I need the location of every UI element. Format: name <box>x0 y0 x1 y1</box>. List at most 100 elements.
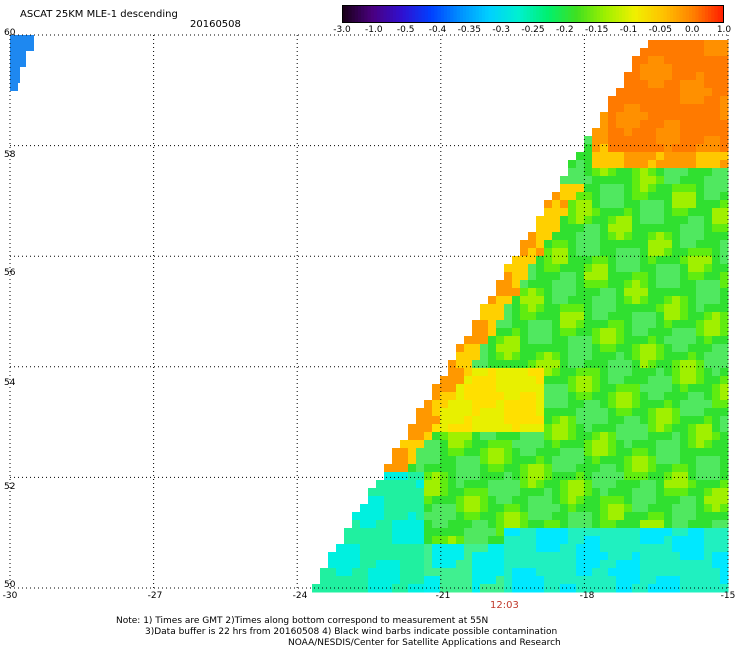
swath-cell <box>704 464 713 473</box>
swath-cell <box>488 360 497 369</box>
swath-cell <box>592 248 601 257</box>
swath-cell <box>640 128 649 137</box>
swath-cell <box>568 280 577 289</box>
swath-cell <box>552 480 561 489</box>
swath-cell <box>576 320 585 329</box>
swath-cell <box>696 144 705 153</box>
swath-cell <box>704 448 713 457</box>
swath-cell <box>480 408 489 417</box>
swath-cell <box>664 152 673 161</box>
swath-cell <box>680 200 689 209</box>
swath-cell <box>544 472 553 481</box>
swath-cell <box>616 528 625 537</box>
swath-cell <box>592 224 601 233</box>
swath-cell <box>528 328 537 337</box>
swath-cell <box>496 480 505 489</box>
swath-cell <box>408 424 417 433</box>
swath-cell <box>688 520 697 529</box>
swath-cell <box>704 504 713 513</box>
swath-cell <box>600 288 609 297</box>
swath-cell <box>488 392 497 401</box>
colorbar-segment <box>555 5 560 23</box>
swath-cell <box>664 488 673 497</box>
swath-cell <box>520 448 529 457</box>
swath-cell <box>680 80 689 89</box>
swath-cell <box>616 88 625 97</box>
swath-cell <box>624 528 633 537</box>
swath-cell <box>672 464 681 473</box>
swath-cell <box>656 576 665 585</box>
swath-cell <box>704 96 713 105</box>
swath-cell <box>648 416 657 425</box>
swath-cell <box>640 248 649 257</box>
swath-cell <box>632 384 641 393</box>
swath-cell <box>568 336 577 345</box>
swath-cell <box>576 240 585 249</box>
colorbar-segment <box>720 5 724 23</box>
swath-cell <box>400 552 409 561</box>
colorbar-segment <box>475 5 480 23</box>
swath-cell <box>704 72 713 81</box>
swath-cell <box>560 224 569 233</box>
swath-cell <box>632 448 641 457</box>
swath-cell <box>680 528 689 537</box>
swath-cell <box>368 536 377 545</box>
swath-cell <box>656 144 665 153</box>
swath-cell <box>664 104 673 113</box>
swath-cell <box>560 584 569 593</box>
swath-cell <box>560 408 569 417</box>
swath-cell <box>592 216 601 225</box>
swath-cell <box>720 512 729 521</box>
swath-cell <box>672 264 681 273</box>
swath-cell <box>680 264 689 273</box>
swath-cell <box>488 408 497 417</box>
swath-cell <box>664 504 673 513</box>
swath-cell <box>544 504 553 513</box>
swath-cell <box>600 208 609 217</box>
swath-cell <box>640 192 649 201</box>
swath-cell <box>680 64 689 73</box>
swath-cell <box>384 536 393 545</box>
swath-cell <box>696 320 705 329</box>
swath-cell <box>664 576 673 585</box>
swath-cell <box>480 528 489 537</box>
swath-cell <box>720 224 729 233</box>
swath-cell <box>640 424 649 433</box>
swath-cell <box>608 152 617 161</box>
swath-cell <box>520 352 529 361</box>
swath-cell <box>536 256 545 265</box>
swath-cell <box>544 440 553 449</box>
swath-cell <box>520 296 529 305</box>
swath-cell <box>712 112 721 121</box>
swath-cell <box>664 112 673 121</box>
swath-cell <box>488 432 497 441</box>
swath-cell <box>368 544 377 553</box>
swath-cell <box>544 216 553 225</box>
swath-cell <box>608 448 617 457</box>
swath-cell <box>440 384 449 393</box>
swath-cell <box>712 432 721 441</box>
swath-cell <box>688 392 697 401</box>
swath-cell <box>688 96 697 105</box>
colorbar-segment <box>615 5 620 23</box>
swath-cell <box>472 384 481 393</box>
swath-cell <box>568 352 577 361</box>
swath-cell <box>672 560 681 569</box>
swath-cell <box>456 344 465 353</box>
swath-cell <box>552 240 561 249</box>
swath-cell <box>696 80 705 89</box>
swath-cell <box>600 344 609 353</box>
swath-cell <box>440 480 449 489</box>
swath-cell <box>640 432 649 441</box>
swath-cell <box>512 440 521 449</box>
swath-cell <box>592 152 601 161</box>
swath-cell <box>608 496 617 505</box>
colorbar-segment <box>704 5 709 23</box>
swath-cell <box>488 520 497 529</box>
swath-cell <box>568 392 577 401</box>
swath-cell <box>712 96 721 105</box>
swath-cell <box>640 560 649 569</box>
swath-cell <box>648 160 657 169</box>
swath-cell <box>688 64 697 73</box>
swath-cell <box>608 120 617 129</box>
